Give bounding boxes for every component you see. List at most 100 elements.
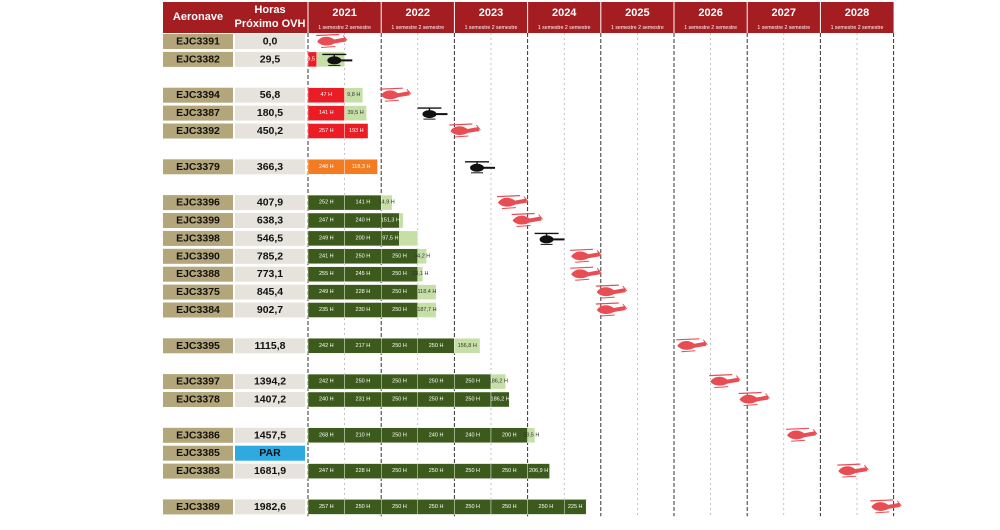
- bar-segment-EJC3387-1: [344, 105, 367, 121]
- aircraft-id-EJC3396: EJC3396: [176, 197, 220, 209]
- helicopter-icon: [465, 161, 496, 174]
- hours-cell-EJC3389: [235, 499, 305, 515]
- bar-label-EJC3396-1: 141 H: [356, 200, 371, 206]
- heli-tail: [339, 59, 353, 62]
- aircraft-id-EJC3384: EJC3384: [176, 304, 220, 316]
- helicopter-icon: [417, 107, 448, 120]
- bar-label-EJC3399-2: 151,3 H: [381, 218, 400, 224]
- semester-header-2022: [381, 22, 455, 33]
- bar-label-EJC3378-3: 250 H: [429, 397, 444, 403]
- semester-label-2025: 1 semestre 2 semestre: [611, 25, 664, 31]
- heli-rotor: [316, 33, 340, 37]
- aircraft-id-EJC3391: EJC3391: [176, 36, 220, 48]
- bar-segment-EJC3388-3: [417, 266, 424, 282]
- aircraft-cell-EJC3398: [163, 230, 233, 246]
- bar-label-EJC3389-3: 250 H: [429, 504, 444, 510]
- semester-header-2025: [600, 22, 674, 33]
- heli-body: [380, 90, 410, 100]
- year-header-2028: [820, 2, 894, 22]
- hours-value-EJC3391: 0,0: [263, 36, 278, 48]
- bar-label-EJC3388-1: 245 H: [356, 271, 371, 277]
- heli-body: [571, 269, 601, 279]
- bar-segment-EJC3390-3: [417, 248, 427, 265]
- bar-label-EJC3386-0: 268 H: [319, 432, 334, 438]
- bar-label-EJC3386-3: 240 H: [429, 432, 444, 438]
- helicopter-icon: [379, 87, 412, 102]
- bar-label-EJC3378-1: 231 H: [356, 397, 371, 403]
- bar-label-EJC3379-0: 248 H: [319, 164, 334, 170]
- aircraft-id-EJC3394: EJC3394: [176, 89, 220, 101]
- bar-label-EJC3399-1: 240 H: [356, 218, 371, 224]
- hours-value-EJC3385: PAR: [259, 447, 281, 459]
- heli-skid: [681, 350, 696, 353]
- year-label-2024: 2024: [552, 7, 577, 19]
- semester-label-2024: 1 semestre 2 semestre: [538, 25, 591, 31]
- heli-tail-rotor: [406, 88, 412, 95]
- helicopter-icon: [676, 338, 708, 353]
- heli-skid: [321, 46, 336, 48]
- heli-rotor: [676, 338, 700, 341]
- hours-value-EJC3389: 1982,6: [254, 501, 286, 513]
- hours-value-EJC3395: 1115,8: [255, 340, 286, 352]
- bar-label-EJC3389-6: 250 H: [539, 504, 554, 510]
- heli-body: [596, 287, 626, 297]
- bar-label-EJC3378-4: 250 H: [465, 397, 480, 403]
- semester-header-2028: [820, 22, 894, 33]
- helicopter-icon: [738, 391, 770, 406]
- header-hours-line2: Próximo OVH: [235, 18, 306, 30]
- bar-label-EJC3384-0: 235 H: [319, 307, 334, 313]
- heli-skid: [714, 386, 729, 389]
- bar-label-EJC3395-4: 156,8 H: [458, 343, 477, 349]
- aircraft-id-EJC3378: EJC3378: [176, 394, 220, 406]
- bar-label-EJC3398-1: 200 H: [356, 235, 371, 241]
- aircraft-cell-EJC3388: [163, 266, 233, 282]
- hours-value-EJC3379: 366,3: [257, 161, 283, 173]
- bar-label-EJC3388-0: 255 H: [319, 271, 334, 277]
- bar-label-EJC3388-2: 250 H: [392, 271, 407, 277]
- bar-label-EJC3395-0: 242 H: [319, 343, 334, 349]
- helicopter-icon: [322, 53, 353, 66]
- aircraft-cell-EJC3390: [163, 248, 233, 264]
- aircraft-cell-EJC3385: [163, 445, 233, 461]
- bar-label-EJC3386-6: 38,5 H: [523, 432, 539, 438]
- hours-value-EJC3398: 546,5: [257, 232, 283, 244]
- aircraft-cell-EJC3379: [163, 159, 233, 175]
- hours-value-EJC3386: 1457,5: [254, 429, 286, 441]
- heli-tail-rotor: [765, 393, 770, 399]
- helicopter-icon: [496, 195, 529, 210]
- hours-cell-EJC3392: [235, 123, 305, 139]
- hours-cell-EJC3390: [235, 248, 305, 264]
- bar-label-EJC3397-3: 250 H: [429, 379, 444, 385]
- helicopter-icon: [534, 232, 565, 245]
- semester-label-2023: 1 semestre 2 semestre: [465, 25, 518, 31]
- bar-label-EJC3383-1: 228 H: [356, 468, 371, 474]
- year-label-2022: 2022: [406, 7, 430, 19]
- heli-skid: [384, 99, 399, 102]
- heli-rotor: [449, 123, 473, 126]
- header-hours-line1: Horas: [254, 4, 285, 16]
- aircraft-cell-EJC3396: [163, 195, 233, 211]
- bar-label-EJC3395-1: 217 H: [356, 343, 371, 349]
- hours-value-EJC3378: 1407,2: [254, 394, 286, 406]
- bar-label-EJC3396-2: 14,9 H: [379, 200, 395, 206]
- bar-label-EJC3382-0: 29,5 H: [304, 56, 320, 62]
- bar-label-EJC3389-4: 250 H: [465, 504, 480, 510]
- bar-label-EJC3384-2: 250 H: [392, 307, 407, 313]
- bar-segment-EJC3375-3: [417, 284, 437, 300]
- hours-cell-EJC3388: [235, 266, 305, 282]
- semester-label-2028: 1 semestre 2 semestre: [831, 25, 884, 31]
- heli-tail-rotor: [596, 249, 602, 256]
- header-aircraft: Aeronave: [173, 11, 223, 23]
- bar-label-EJC3383-6: 206,9 H: [529, 468, 548, 474]
- bar-label-EJC3395-3: 250 H: [429, 343, 444, 349]
- hours-cell-EJC3398: [235, 230, 305, 246]
- bar-label-EJC3390-0: 241 H: [319, 253, 334, 259]
- bar-label-EJC3390-2: 250 H: [392, 253, 407, 259]
- hours-cell-EJC3391: [235, 34, 305, 49]
- helicopter-icon: [449, 123, 481, 138]
- heli-skid: [501, 207, 517, 210]
- aircraft-cell-EJC3394: [163, 87, 233, 103]
- bar-label-EJC3388-3: 23,1 H: [412, 271, 428, 277]
- hours-value-EJC3390: 785,2: [257, 250, 283, 262]
- heli-skid: [875, 511, 890, 514]
